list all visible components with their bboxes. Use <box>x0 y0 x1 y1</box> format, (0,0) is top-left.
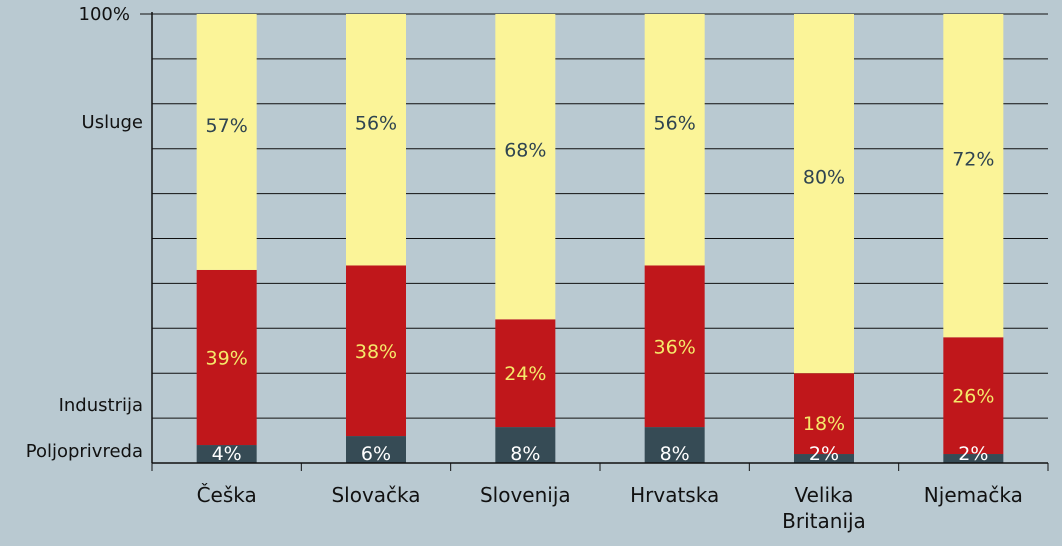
data-label: 36% <box>654 336 696 358</box>
data-label: 8% <box>510 443 540 465</box>
bar-segment-industrija <box>943 337 1004 455</box>
y-series-label: Industrija <box>59 395 143 416</box>
x-tick-label: Slovačka <box>331 483 420 507</box>
data-label: 72% <box>952 149 994 171</box>
data-labels: 4% 39% 57% 6% 38% 56% 8% 24% 68% 8% 36% 56% 2% 18% 80%… <box>206 113 995 465</box>
x-tick-label: Njemačka <box>924 483 1023 507</box>
data-label: 4% <box>212 443 242 465</box>
data-label: 38% <box>355 341 397 363</box>
bar-segment-usluge <box>196 14 257 270</box>
data-label: 8% <box>660 443 690 465</box>
bar-segment-usluge <box>644 14 705 266</box>
bar-segment-poljoprivreda <box>943 454 1004 463</box>
data-label: 2% <box>958 443 988 465</box>
data-label: 56% <box>355 113 397 135</box>
data-label: 2% <box>809 443 839 465</box>
bars <box>196 14 1004 463</box>
x-tick-label: Hrvatska <box>630 483 719 507</box>
data-label: 18% <box>803 413 845 435</box>
data-label: 68% <box>504 140 546 162</box>
data-label: 56% <box>654 113 696 135</box>
bar-segment-usluge <box>794 14 854 374</box>
bar-segment-usluge <box>346 14 406 266</box>
data-label: 39% <box>206 347 248 369</box>
data-label: 80% <box>803 167 845 189</box>
bar-segment-poljoprivreda <box>196 445 257 463</box>
bar-segment-poljoprivreda <box>495 427 556 463</box>
gridlines <box>152 13 1048 419</box>
y-series-label: Usluge <box>82 112 143 133</box>
x-tick-label: Češka <box>197 483 257 507</box>
data-label: 24% <box>504 363 546 385</box>
data-label: 26% <box>952 386 994 408</box>
x-tick-label: Slovenija <box>480 483 571 507</box>
bar-segment-industrija <box>196 269 257 446</box>
bar-segment-usluge <box>495 14 556 320</box>
y-top-label: 100% <box>79 4 130 25</box>
bar-segment-industrija <box>346 265 406 437</box>
bar-segment-industrija <box>794 373 854 455</box>
bar-segment-poljoprivreda <box>346 436 406 463</box>
data-label: 6% <box>361 443 391 465</box>
bar-segment-industrija <box>495 319 556 428</box>
data-label: 57% <box>206 115 248 137</box>
y-series-label: Poljoprivreda <box>26 441 143 462</box>
bar-segment-usluge <box>943 14 1004 338</box>
x-tick-label: Velika Britanija <box>782 483 866 533</box>
bar-segment-industrija <box>644 265 705 428</box>
axes: Češka Slovačka Slovenija Hrvatska Velika Brit… <box>26 4 1049 533</box>
bar-segment-poljoprivreda <box>794 454 854 463</box>
bar-segment-poljoprivreda <box>644 427 705 463</box>
